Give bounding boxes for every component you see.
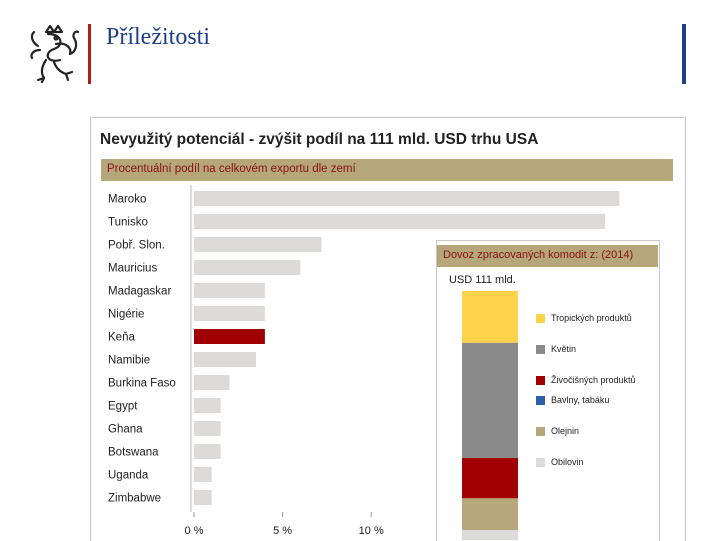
category-label: Nigérie <box>108 309 144 321</box>
legend-label: Tropických produktů <box>551 313 632 323</box>
inset-total-label: USD 111 mld. <box>449 274 516 286</box>
category-label: Ghana <box>108 424 143 436</box>
bar <box>194 191 620 206</box>
bar <box>194 352 257 367</box>
category-label: Zimbabwe <box>108 493 161 505</box>
bar <box>194 237 322 252</box>
bar <box>194 444 221 459</box>
chart-subtitle: Procentuální podíl na celkovém exportu d… <box>107 163 356 175</box>
bar <box>194 375 230 390</box>
category-label: Namibie <box>108 355 150 367</box>
inset-header-bar <box>437 245 658 267</box>
x-tick-label: 5 % <box>273 525 292 537</box>
legend-item: Obilovin <box>536 457 671 468</box>
stack-segment <box>462 498 518 531</box>
legend-swatch <box>536 345 545 354</box>
legend-label: Květin <box>551 344 577 354</box>
category-label: Botswana <box>108 447 159 459</box>
bar <box>194 306 265 321</box>
category-label: Burkina Faso <box>108 378 176 390</box>
legend-label: Obilovin <box>551 457 584 467</box>
bar <box>194 490 212 505</box>
stack-segment <box>462 342 518 459</box>
legend-label: Bavlny, tabáku <box>551 395 610 405</box>
legend-swatch <box>536 314 545 323</box>
chart-title: Nevyužitý potenciál - zvýšit podíl na 11… <box>100 131 539 148</box>
legend-label: Olejnin <box>551 426 580 436</box>
stack-segment <box>462 530 518 540</box>
chart-subtitle-bar <box>101 159 673 181</box>
legend-item: Bavlny, tabáku <box>536 395 671 406</box>
bar <box>194 214 606 229</box>
category-label: Madagaskar <box>108 286 171 298</box>
header-accent-blue <box>682 24 686 84</box>
category-label: Keňa <box>108 332 135 344</box>
stack-segment <box>462 291 518 343</box>
legend-item: Květin <box>536 344 671 355</box>
bar <box>194 398 221 413</box>
legend-item: Olejnin <box>536 426 671 437</box>
legend-item: Živočišných produktů <box>536 375 671 386</box>
legend-label: Živočišných produktů <box>551 375 636 385</box>
czech-lion-emblem-icon <box>30 24 80 84</box>
bar-highlight <box>194 329 265 344</box>
category-label: Maroko <box>108 194 146 206</box>
legend-swatch <box>536 427 545 436</box>
x-tick-label: 10 % <box>359 525 384 537</box>
category-label: Tunisko <box>108 217 148 229</box>
bar <box>194 283 265 298</box>
legend-item: Tropických produktů <box>536 313 671 324</box>
bar <box>194 260 301 275</box>
category-label: Egypt <box>108 401 138 413</box>
category-label: Mauricius <box>108 263 157 275</box>
legend-swatch <box>536 458 545 467</box>
header-accent-red <box>88 24 91 84</box>
x-tick-label: 0 % <box>185 525 204 537</box>
inset-title: Dovoz zpracovaných komodit z: (2014) <box>443 249 634 261</box>
category-label: Pobř. Slon. <box>108 240 165 252</box>
legend-swatch <box>536 396 545 405</box>
page-title: Příležitosti <box>106 24 210 50</box>
category-label: Uganda <box>108 470 149 482</box>
bar <box>194 421 221 436</box>
legend-swatch <box>536 376 545 385</box>
stack-segment <box>462 458 518 499</box>
bar <box>194 467 212 482</box>
